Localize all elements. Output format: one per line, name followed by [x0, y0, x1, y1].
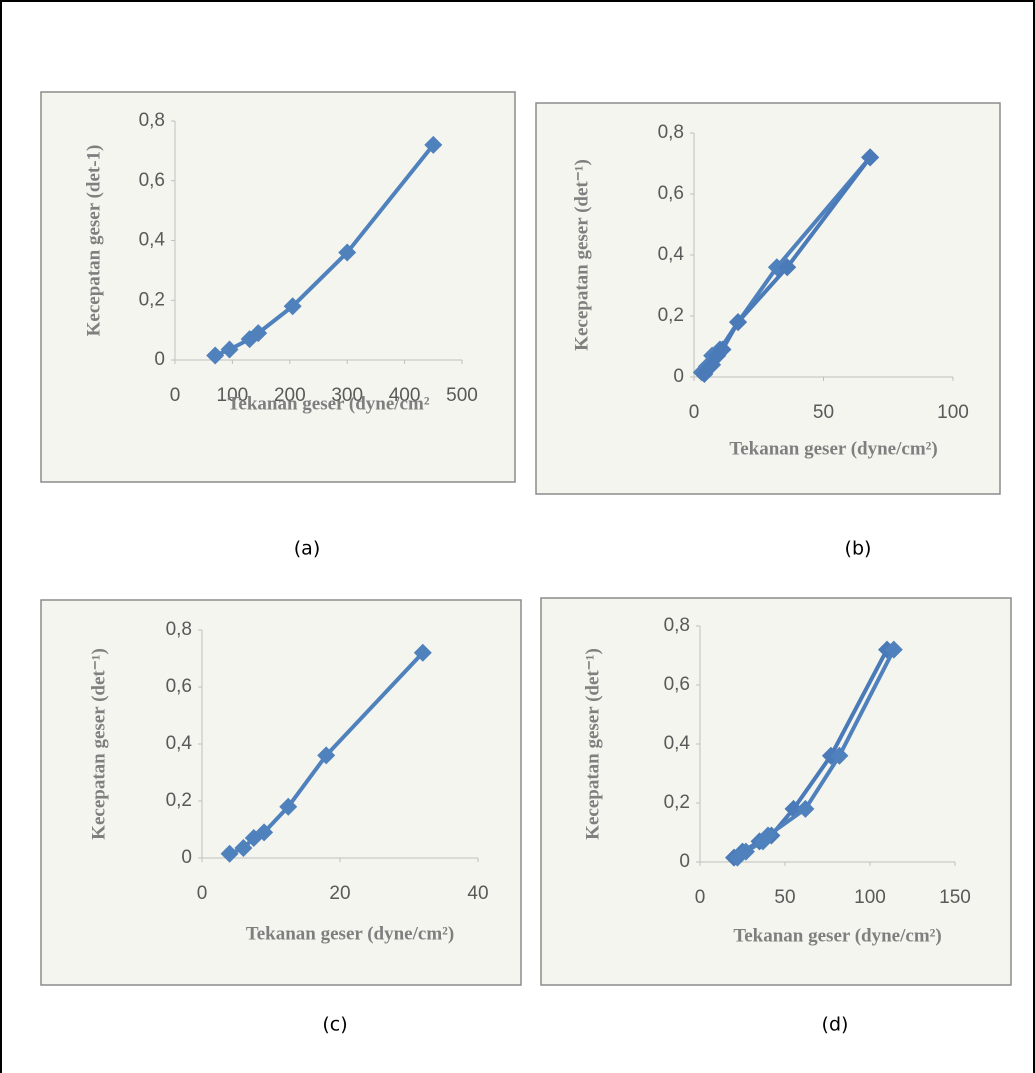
- x-axis-title: Tekanan geser (dyne/cm²): [246, 923, 454, 944]
- y-tick-label: 0: [673, 366, 684, 387]
- x-tick-label: 0: [197, 883, 208, 904]
- y-tick-label: 0,4: [658, 244, 685, 265]
- y-tick-label: 0,6: [139, 170, 165, 191]
- y-tick-label: 0,8: [139, 110, 165, 131]
- x-tick-label: 500: [446, 385, 478, 406]
- x-tick-label: 0: [689, 402, 700, 423]
- y-tick-label: 0,4: [139, 230, 166, 251]
- x-axis-title: Tekanan geser (dyne/cm²): [729, 438, 937, 459]
- y-tick-label: 0,8: [658, 122, 684, 143]
- chart-panel: 0 0,2 0,4 0,6 0,8 0 20 40 Tekanan geser (dyne/cm…: [41, 600, 521, 1036]
- y-tick-label: 0,8: [664, 615, 690, 636]
- y-tick-label: 0,2: [139, 289, 165, 310]
- y-tick-label: 0,6: [166, 676, 192, 697]
- y-axis-title: Kecepatan geser (det⁻¹): [88, 648, 109, 840]
- panel-frame: [536, 103, 1000, 494]
- x-tick-label: 0: [695, 887, 706, 908]
- y-tick-label: 0,6: [658, 183, 684, 204]
- x-axis-title: Tekanan geser (dyne/cm²: [227, 393, 429, 414]
- y-tick-label: 0,2: [658, 305, 684, 326]
- x-tick-label: 100: [854, 887, 886, 908]
- y-tick-label: 0,6: [664, 674, 690, 695]
- y-axis-title: Kecepatan geser (det⁻¹): [582, 648, 603, 840]
- chart-panel: 0 0,2 0,4 0,6 0,8 0 50 100 150 Tekanan geser (dyn…: [541, 598, 1011, 1036]
- x-tick-label: 100: [937, 402, 969, 423]
- y-axis-title: Kecepatan geser (det-1): [83, 145, 104, 337]
- x-tick-label: 50: [813, 402, 834, 423]
- x-tick-label: 150: [939, 887, 971, 908]
- caption: (c): [322, 1014, 347, 1036]
- figure: 00,20,40,60,80100200300400500Tekanan ges…: [0, 0, 1035, 1073]
- x-tick-label: 50: [774, 887, 795, 908]
- x-tick-label: 40: [467, 883, 488, 904]
- panel-frame: [41, 92, 515, 482]
- y-tick-label: 0: [154, 349, 165, 370]
- y-tick-label: 0: [181, 847, 192, 868]
- page: 00,20,40,60,80100200300400500Tekanan ges…: [0, 0, 1035, 1073]
- y-tick-label: 0,2: [664, 792, 690, 813]
- y-tick-label: 0,4: [166, 733, 193, 754]
- y-tick-label: 0,2: [166, 790, 192, 811]
- y-axis-title: Kecepatan geser (det⁻¹): [571, 159, 592, 351]
- x-tick-label: 20: [329, 883, 350, 904]
- x-axis-title: Tekanan geser (dyne/cm²): [733, 925, 941, 946]
- caption: (a): [294, 538, 320, 560]
- y-tick-label: 0,8: [166, 619, 192, 640]
- caption: (d): [822, 1014, 849, 1036]
- y-tick-label: 0: [679, 851, 690, 872]
- x-tick-label: 0: [170, 385, 181, 406]
- y-tick-label: 0,4: [664, 733, 691, 754]
- caption: (b): [845, 538, 872, 560]
